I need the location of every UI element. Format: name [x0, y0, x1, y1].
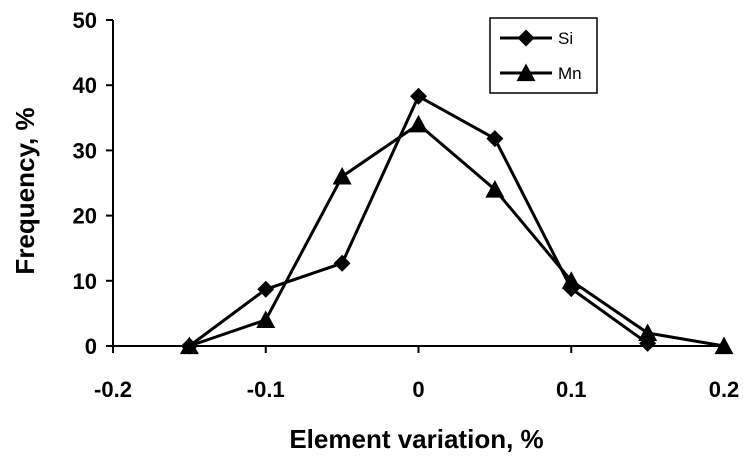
data-point-mn: [332, 166, 352, 185]
data-point-mn: [714, 336, 734, 355]
legend-box: [489, 17, 598, 94]
data-point-si: [410, 87, 427, 105]
x-tick-label: 0: [412, 377, 424, 402]
data-point-mn: [638, 323, 658, 342]
series-layer: [179, 87, 734, 355]
legend-label-si: Si: [558, 29, 573, 48]
data-point-si: [333, 254, 351, 272]
x-axis-title: Element variation, %: [289, 424, 543, 454]
y-tick-label: 20: [73, 204, 97, 229]
data-point-mn: [561, 271, 581, 289]
x-tick-label: -0.1: [247, 377, 285, 402]
data-point-si: [486, 130, 504, 148]
legend: Si Mn: [489, 17, 598, 94]
series-mn: [179, 114, 734, 355]
series-line-si: [188, 94, 649, 348]
data-point-mn: [409, 114, 428, 133]
y-tick-label: 0: [85, 334, 97, 359]
y-tick-label: 40: [73, 73, 97, 98]
legend-label-mn: Mn: [558, 64, 582, 83]
x-tick-label: -0.2: [94, 377, 132, 402]
legend-marker-mn: [516, 63, 536, 82]
data-point-mn: [485, 180, 505, 198]
x-tick-label: 0.2: [709, 377, 740, 402]
x-tick-label: 0.1: [556, 377, 587, 402]
series-line-mn: [188, 122, 725, 348]
y-tick-label: 10: [73, 269, 97, 294]
y-axis-title: Frequency, %: [10, 107, 40, 274]
axes: 0 10 20 30 40 50 -0.2 -0.1 0 0.1 0.2: [73, 8, 740, 402]
data-point-mn: [256, 310, 276, 328]
data-point-si: [257, 280, 275, 298]
legend-marker-si: [517, 29, 535, 47]
y-tick-label: 30: [73, 138, 97, 163]
data-point-mn: [179, 336, 199, 355]
y-tick-label: 50: [73, 8, 97, 33]
